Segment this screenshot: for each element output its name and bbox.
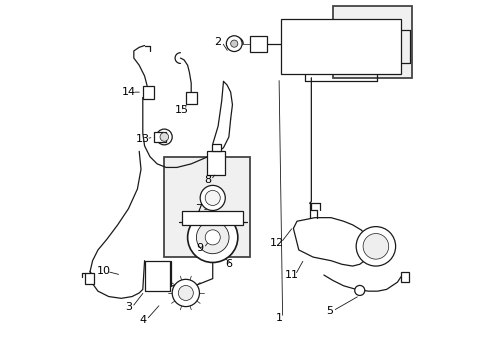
Text: 14: 14	[122, 87, 136, 97]
Circle shape	[231, 40, 238, 47]
Bar	[85, 273, 95, 284]
Text: 7: 7	[195, 204, 202, 214]
Bar	[186, 92, 196, 104]
Text: 5: 5	[326, 306, 333, 316]
Circle shape	[172, 279, 199, 307]
Text: 8: 8	[204, 175, 211, 185]
Circle shape	[205, 230, 221, 245]
Bar	[143, 86, 154, 99]
Circle shape	[188, 212, 238, 262]
Bar	[401, 272, 409, 282]
Text: 9: 9	[196, 243, 204, 253]
Bar	[333, 6, 412, 78]
Text: 6: 6	[225, 259, 232, 269]
Bar	[153, 132, 166, 142]
Text: 2: 2	[215, 37, 221, 47]
Bar	[164, 157, 250, 257]
Text: 3: 3	[125, 302, 132, 312]
Bar	[250, 36, 267, 51]
Text: 11: 11	[285, 270, 298, 280]
Circle shape	[200, 185, 225, 211]
Circle shape	[156, 129, 172, 145]
Bar	[212, 144, 220, 151]
Circle shape	[226, 36, 242, 51]
Bar	[281, 19, 401, 74]
Bar	[207, 151, 225, 175]
Circle shape	[196, 221, 229, 254]
Bar	[182, 211, 243, 225]
Text: 10: 10	[97, 266, 110, 276]
Circle shape	[178, 285, 194, 301]
Bar	[145, 261, 170, 291]
Circle shape	[160, 133, 169, 141]
Text: 4: 4	[139, 315, 147, 325]
Circle shape	[205, 190, 221, 206]
Text: 12: 12	[270, 238, 284, 248]
Circle shape	[355, 285, 365, 296]
Text: 15: 15	[175, 105, 189, 115]
Circle shape	[363, 234, 389, 259]
Text: 13: 13	[136, 134, 150, 144]
Circle shape	[356, 226, 395, 266]
Text: 1: 1	[275, 313, 283, 323]
